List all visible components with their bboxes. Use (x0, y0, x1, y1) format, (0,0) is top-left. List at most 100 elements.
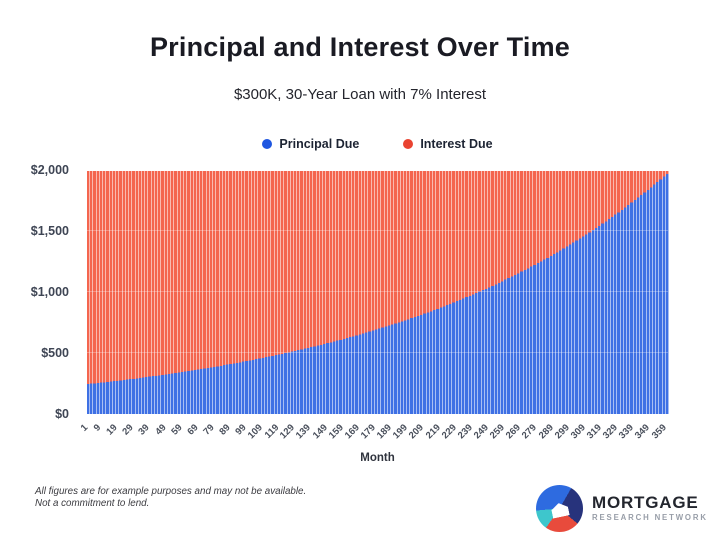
bar-month-145 (319, 170, 324, 414)
bar-month-79 (213, 170, 217, 414)
bar-month-137 (306, 170, 311, 414)
bar-month-97 (242, 170, 246, 414)
y-tick-label: $0 (55, 407, 69, 421)
bar-month-335 (627, 170, 631, 414)
bar-month-351 (653, 170, 657, 414)
bar-month-27 (129, 170, 133, 414)
chart-legend: Principal Due Interest Due (87, 137, 668, 151)
bar-month-267 (517, 170, 521, 414)
bar-month-63 (187, 170, 191, 414)
legend-item-principal[interactable]: Principal Due (262, 137, 359, 151)
bar-month-147 (323, 170, 327, 414)
bar-month-285 (546, 170, 550, 414)
bar-month-261 (507, 170, 511, 414)
bar-month-309 (585, 170, 589, 414)
stacked-bar-chart: $0 $500 $1,000 $1,500 $2,000 (31, 163, 670, 421)
bar-month-9 (99, 170, 104, 414)
bar-month-239 (471, 170, 476, 414)
bar-month-175 (368, 170, 372, 414)
bar-month-129 (294, 170, 298, 414)
bar-month-101 (248, 170, 252, 414)
bar-month-345 (643, 170, 647, 414)
bar-month-161 (345, 170, 349, 414)
bar-month-31 (135, 170, 139, 414)
bar-month-29 (132, 170, 136, 414)
bar-month-33 (138, 170, 142, 414)
mortgage-pie-logo-icon (536, 485, 583, 532)
bar-month-37 (145, 170, 149, 414)
bar-month-235 (465, 170, 469, 414)
chart-subtitle: $300K, 30-Year Loan with 7% Interest (233, 86, 487, 103)
bar-month-171 (361, 170, 366, 414)
bar-month-179 (374, 170, 379, 414)
bar-month-173 (365, 170, 369, 414)
principal-swatch-icon (262, 139, 273, 149)
bar-month-25 (125, 170, 130, 414)
bar-month-121 (281, 170, 285, 414)
bar-month-273 (526, 170, 531, 414)
bar-month-125 (287, 170, 291, 414)
bar-month-265 (513, 170, 518, 414)
bar-month-341 (636, 170, 641, 414)
bar-month-197 (403, 170, 408, 414)
y-tick-label: $500 (41, 346, 69, 360)
bar-month-253 (494, 170, 498, 414)
bar-month-195 (400, 170, 404, 414)
bar-month-313 (591, 170, 595, 414)
bar-month-213 (429, 170, 434, 414)
bar-month-233 (462, 170, 466, 414)
bar-month-357 (662, 170, 666, 414)
bar-month-229 (455, 170, 459, 414)
bar-month-95 (239, 170, 243, 414)
bar-month-119 (277, 170, 282, 414)
bar-month-271 (523, 170, 527, 414)
bar-month-115 (271, 170, 275, 414)
bar-month-263 (510, 170, 514, 414)
bar-month-49 (164, 170, 168, 414)
bar-month-331 (620, 170, 624, 414)
bar-month-339 (633, 170, 637, 414)
bar-month-35 (141, 170, 146, 414)
bar-month-193 (397, 170, 401, 414)
bar-month-211 (426, 170, 430, 414)
bar-month-307 (581, 170, 586, 414)
bar-month-185 (384, 170, 388, 414)
bar-month-71 (200, 170, 204, 414)
legend-item-interest[interactable]: Interest Due (403, 137, 493, 151)
bar-month-207 (420, 170, 424, 414)
bar-month-15 (109, 170, 113, 414)
bar-month-105 (255, 170, 259, 414)
x-axis: 1 9 19 29 39 49 59 69 79 89 99 109 119 129 139 149 159 16… (79, 422, 669, 442)
bar-month-19 (116, 170, 120, 414)
bar-month-227 (452, 170, 456, 414)
bar-month-225 (449, 170, 453, 414)
bar-month-141 (313, 170, 317, 414)
bar-month-187 (387, 170, 392, 414)
bar-month-349 (649, 170, 654, 414)
bar-month-209 (423, 170, 427, 414)
bar-month-181 (378, 170, 382, 414)
bar-month-151 (329, 170, 333, 414)
bar-month-217 (436, 170, 440, 414)
bar-month-131 (297, 170, 301, 414)
brand-name: MORTGAGE (592, 493, 699, 512)
bar-month-139 (310, 170, 314, 414)
bar-month-99 (245, 170, 249, 414)
bar-month-17 (112, 170, 117, 414)
bar-month-133 (300, 170, 304, 414)
bar-month-343 (640, 170, 644, 414)
bar-month-75 (206, 170, 210, 414)
bar-month-107 (258, 170, 262, 414)
bar-month-77 (209, 170, 214, 414)
bar-month-291 (555, 170, 560, 414)
bar-month-293 (559, 170, 563, 414)
bar-month-3 (90, 170, 94, 414)
bar-month-157 (339, 170, 343, 414)
bar-month-269 (520, 170, 524, 414)
bar-month-55 (174, 170, 178, 414)
bar-month-143 (316, 170, 320, 414)
bar-month-155 (336, 170, 340, 414)
bar-month-323 (607, 170, 611, 414)
bar-month-13 (106, 170, 110, 414)
bar-month-57 (177, 170, 181, 414)
